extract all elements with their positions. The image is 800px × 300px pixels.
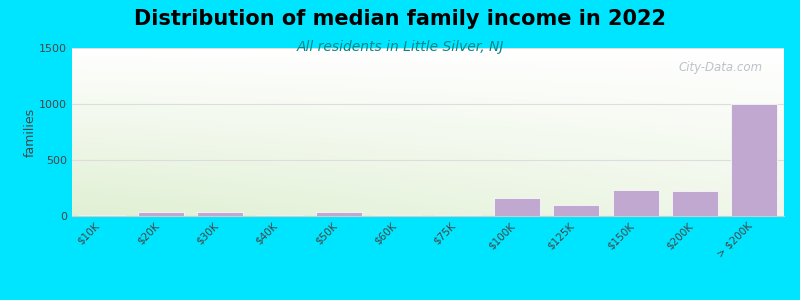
Bar bbox=[197, 212, 243, 216]
Bar bbox=[434, 215, 481, 216]
Text: City-Data.com: City-Data.com bbox=[678, 61, 762, 74]
Bar bbox=[257, 215, 303, 216]
Text: Distribution of median family income in 2022: Distribution of median family income in … bbox=[134, 9, 666, 29]
Bar bbox=[613, 190, 659, 216]
Bar bbox=[316, 212, 362, 216]
Bar bbox=[138, 212, 184, 216]
Bar bbox=[731, 104, 778, 216]
Bar bbox=[375, 215, 422, 216]
Bar bbox=[494, 197, 540, 216]
Bar bbox=[553, 206, 599, 216]
Y-axis label: families: families bbox=[23, 107, 36, 157]
Text: All residents in Little Silver, NJ: All residents in Little Silver, NJ bbox=[296, 40, 504, 55]
Bar bbox=[78, 215, 125, 216]
Bar bbox=[672, 191, 718, 216]
